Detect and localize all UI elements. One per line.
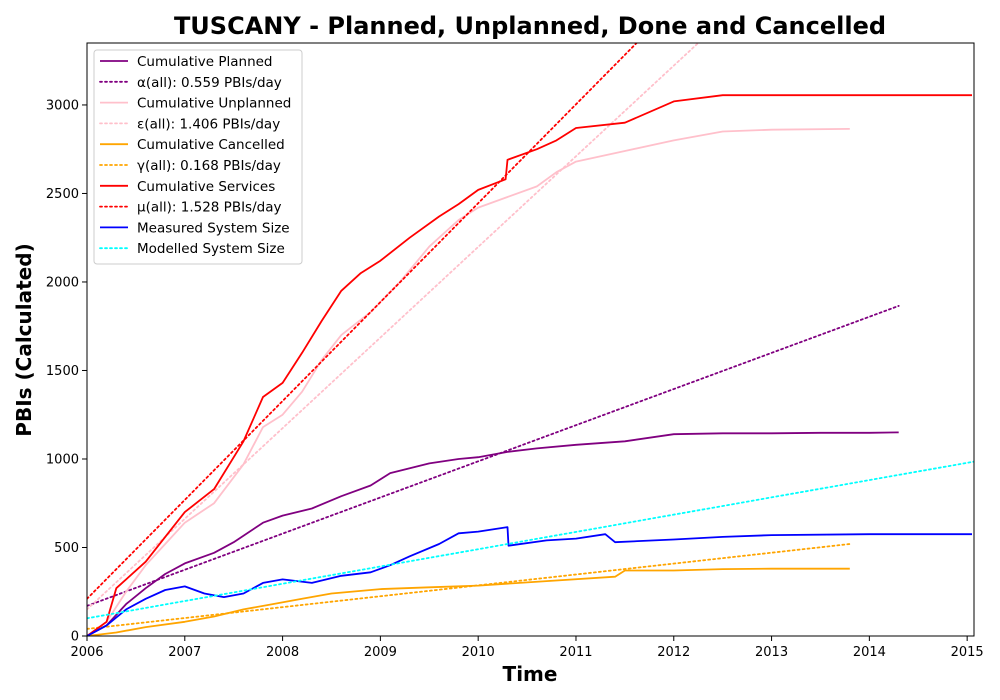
y-tick-label: 500 — [54, 541, 79, 556]
series-line-6 — [87, 94, 972, 636]
series-line-7 — [87, 43, 638, 600]
series-line-3 — [87, 43, 700, 611]
legend-label: Cumulative Cancelled — [137, 137, 285, 153]
x-tick-label: 2013 — [755, 645, 788, 660]
legend-label: γ(all): 0.168 PBIs/day — [137, 158, 281, 174]
chart-title: TUSCANY - Planned, Unplanned, Done and C… — [174, 12, 886, 40]
y-tick-label: 3000 — [46, 98, 79, 113]
legend: Cumulative Planned α(all): 0.559 PBIs/day… — [93, 49, 303, 265]
series-line-8 — [87, 526, 972, 636]
series-line-5 — [87, 543, 851, 630]
x-tick-label: 2012 — [657, 645, 690, 660]
legend-label: Cumulative Services — [137, 179, 275, 195]
x-tick-label: 2015 — [951, 645, 984, 660]
y-axis: 0 500 1000 1500 2000 2500 3000 — [46, 98, 87, 645]
series-line-2 — [87, 128, 850, 636]
series-layer — [87, 43, 974, 636]
legend-label: Modelled System Size — [137, 241, 285, 257]
legend-label: α(all): 0.559 PBIs/day — [137, 75, 282, 91]
x-axis: 2006 2007 2008 2009 2010 2011 2012 2013 2014 2015 — [70, 636, 984, 660]
legend-label: μ(all): 1.528 PBIs/day — [137, 200, 281, 216]
series-line-0 — [87, 431, 899, 636]
y-tick-label: 1500 — [46, 364, 79, 379]
y-tick-label: 2000 — [46, 275, 79, 290]
x-tick-label: 2009 — [364, 645, 397, 660]
series-line-9 — [87, 460, 974, 620]
plot-frame — [86, 42, 975, 637]
legend-label: Cumulative Unplanned — [137, 96, 291, 112]
legend-label: ε(all): 1.406 PBIs/day — [137, 116, 280, 132]
series-line-4 — [87, 567, 850, 636]
x-axis-label: Time — [503, 662, 558, 686]
series-line-1 — [87, 304, 900, 607]
legend-label: Measured System Size — [137, 220, 290, 236]
x-tick-label: 2010 — [462, 645, 495, 660]
x-tick-label: 2006 — [70, 645, 103, 660]
y-tick-label: 0 — [71, 630, 79, 645]
y-tick-label: 1000 — [46, 452, 79, 467]
y-axis-label: PBIs (Calculated) — [12, 243, 36, 436]
x-tick-label: 2008 — [266, 645, 299, 660]
x-tick-label: 2014 — [853, 645, 886, 660]
legend-label: Cumulative Planned — [137, 54, 273, 70]
legend-box — [93, 49, 303, 265]
x-tick-label: 2007 — [168, 645, 201, 660]
y-tick-label: 2500 — [46, 187, 79, 202]
x-tick-label: 2011 — [559, 645, 592, 660]
